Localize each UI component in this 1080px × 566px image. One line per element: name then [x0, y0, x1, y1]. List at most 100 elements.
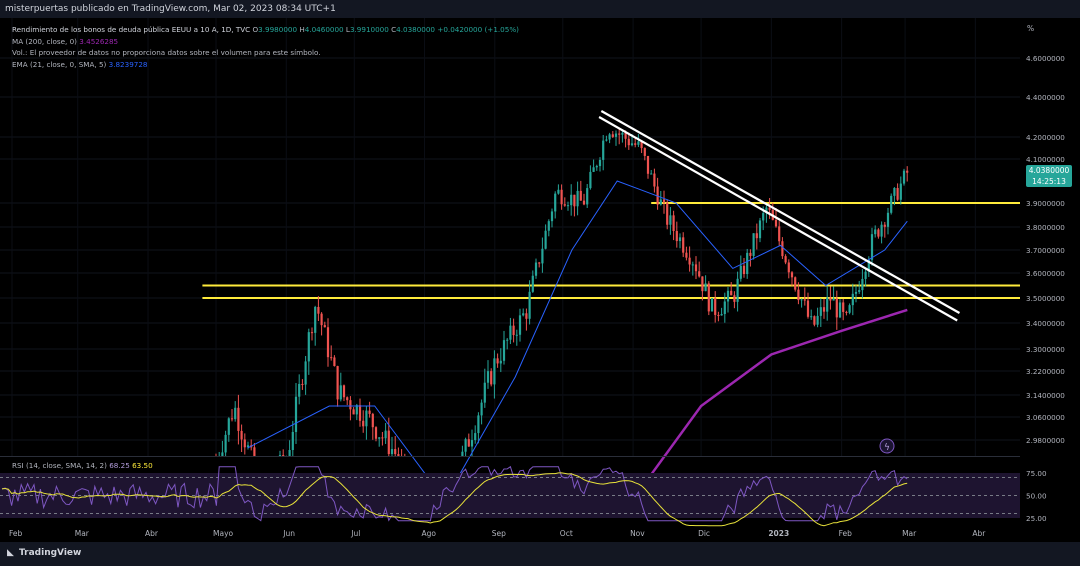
candle [634, 138, 637, 148]
candle [854, 285, 858, 303]
candle [304, 355, 307, 395]
candle [678, 233, 682, 249]
candle-body [496, 358, 499, 364]
candle-body [675, 231, 678, 242]
candle [509, 317, 512, 345]
candle-body [739, 265, 742, 279]
candle-body [810, 316, 813, 318]
candle-body [678, 237, 682, 242]
candle [368, 401, 371, 418]
legend-ema-row: EMA (21, close, 0, SMA, 5) 3.8239728 [12, 59, 519, 71]
candle-body [518, 315, 522, 335]
candle-body [822, 307, 826, 312]
candle [669, 207, 672, 235]
candle-body [579, 190, 582, 201]
candle-body [560, 189, 563, 205]
candle [890, 193, 893, 215]
candle [342, 384, 346, 402]
candle-body [307, 332, 310, 362]
candle [528, 280, 531, 325]
candle-body [720, 314, 723, 316]
rsi-label: RSI (14, close, SMA, 14, 2) [12, 461, 107, 470]
candle-body [864, 271, 867, 279]
candle-body [749, 252, 752, 256]
candle [864, 269, 867, 287]
ohlc-l-value: 3.9910000 [349, 25, 389, 34]
candle [490, 368, 493, 387]
candle-body [294, 396, 298, 432]
candle-body [819, 307, 822, 316]
ohlc-o-value: 3.9980000 [258, 25, 298, 34]
candle-body [637, 141, 640, 145]
candle-body [320, 313, 323, 326]
candle [746, 248, 749, 279]
candle [483, 368, 486, 408]
candle [650, 170, 653, 175]
candle-body [243, 439, 246, 448]
tradingview-logo[interactable]: ◣ TradingView [7, 548, 81, 558]
candle [752, 233, 755, 260]
candle-body [592, 167, 595, 172]
candle-body [832, 298, 835, 301]
current-price: 4.0380000 [1028, 166, 1070, 175]
candle [333, 355, 336, 367]
vol-note: Vol.: El proveedor de datos no proporcio… [12, 48, 321, 57]
candle-body [387, 430, 390, 455]
rsi-tick-label: 25.00 [1026, 514, 1047, 523]
candle [794, 276, 797, 292]
candle-body [899, 183, 902, 200]
candle [381, 431, 384, 446]
candle-body [605, 139, 608, 141]
candle-body [896, 187, 899, 200]
candle-body [650, 173, 653, 175]
candle [227, 417, 230, 442]
candle-body [723, 301, 726, 315]
candle-body [355, 405, 358, 415]
candle [496, 353, 499, 368]
candle-body [483, 382, 486, 403]
candle-body [659, 199, 662, 205]
candle [614, 130, 618, 146]
candle [646, 155, 650, 179]
candle-body [502, 340, 506, 361]
candle-body [304, 361, 307, 385]
candle [698, 261, 701, 278]
candle [298, 374, 301, 405]
candle-body [826, 297, 829, 312]
candle-body [346, 397, 349, 401]
candle [310, 327, 314, 341]
candle [685, 246, 688, 261]
candle-body [685, 252, 688, 258]
candle [694, 256, 698, 280]
time-tick-label: Abr [145, 529, 159, 538]
candle [726, 287, 730, 313]
time-axis: Feb Mar Abr Mayo Jun Jul Ago Sep Oct Nov Dic 2023 Fe… [9, 529, 986, 538]
candle-body [509, 325, 512, 340]
candle [339, 372, 342, 402]
candle [877, 228, 880, 239]
candle-body [541, 248, 544, 264]
bar-countdown: 14:25:13 [1032, 177, 1066, 186]
candle-body [589, 171, 592, 189]
candle [736, 271, 739, 312]
candle-body [336, 366, 339, 400]
candle [848, 303, 851, 315]
ohlc-o-label: O [252, 25, 259, 34]
candle-body [806, 300, 810, 317]
footer-bar [0, 542, 1080, 566]
ohlc-change: +0.0420000 (+1.05%) [437, 25, 519, 34]
candle-body [467, 439, 470, 447]
candle-body [902, 170, 906, 184]
candle [704, 275, 707, 292]
candle-body [701, 276, 704, 292]
time-tick-label: Abr [972, 529, 986, 538]
candle-body [301, 383, 304, 385]
candle [598, 157, 602, 172]
candle-body [634, 143, 637, 145]
candle [301, 379, 304, 390]
rsi-tick-label: 75.00 [1026, 469, 1047, 478]
candle-body [563, 204, 566, 206]
candle [531, 270, 534, 293]
candle [666, 199, 669, 230]
